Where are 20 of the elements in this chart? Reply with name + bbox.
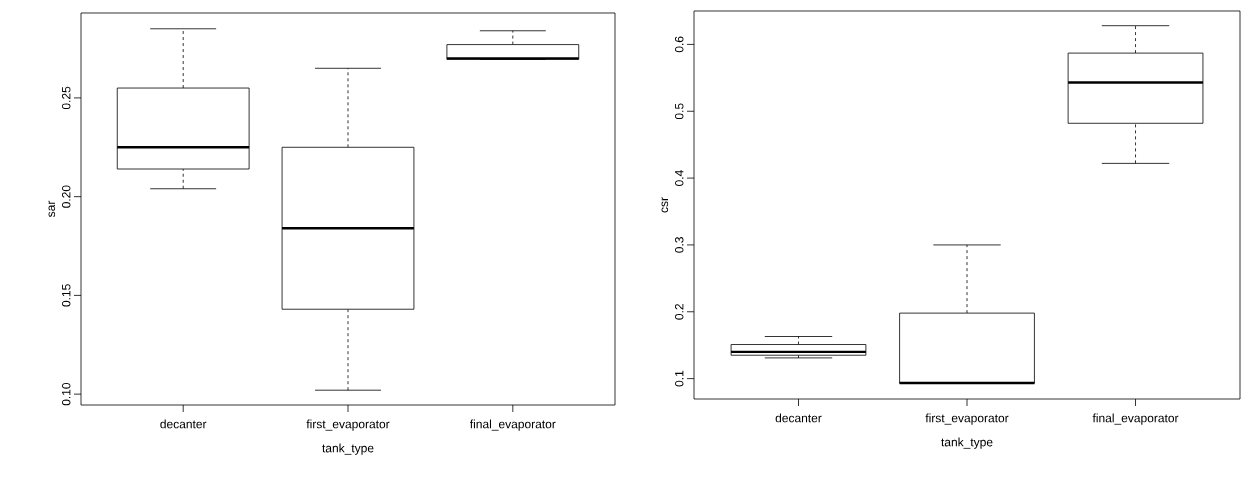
- y-tick-label: 0.20: [61, 185, 71, 208]
- x-axis-title: tank_type: [941, 437, 993, 449]
- x-tick-label: decanter: [160, 419, 207, 429]
- x-axis-title: tank_type: [322, 443, 374, 455]
- y-tick-label: 0.1: [674, 370, 684, 387]
- x-tick-label: first_evaporator: [925, 413, 1009, 425]
- y-axis-title: csr: [661, 197, 669, 213]
- y-axis-title: sar: [48, 200, 56, 217]
- y-tick-label: 0.15: [61, 284, 71, 307]
- x-tick-label: decanter: [775, 413, 822, 423]
- x-tick-label: final_evaporator: [469, 419, 556, 431]
- y-tick-label: 0.10: [61, 382, 71, 406]
- x-tick-label: first_evaporator: [306, 419, 390, 431]
- y-tick-label: 0.25: [61, 86, 71, 110]
- x-tick-label: final_evaporator: [1092, 413, 1179, 425]
- y-tick-label: 0.6: [674, 36, 684, 53]
- y-tick-label: 0.2: [674, 304, 684, 320]
- y-tick-label: 0.5: [674, 103, 684, 120]
- y-tick-label: 0.4: [674, 170, 684, 186]
- y-tick-label: 0.3: [674, 237, 684, 253]
